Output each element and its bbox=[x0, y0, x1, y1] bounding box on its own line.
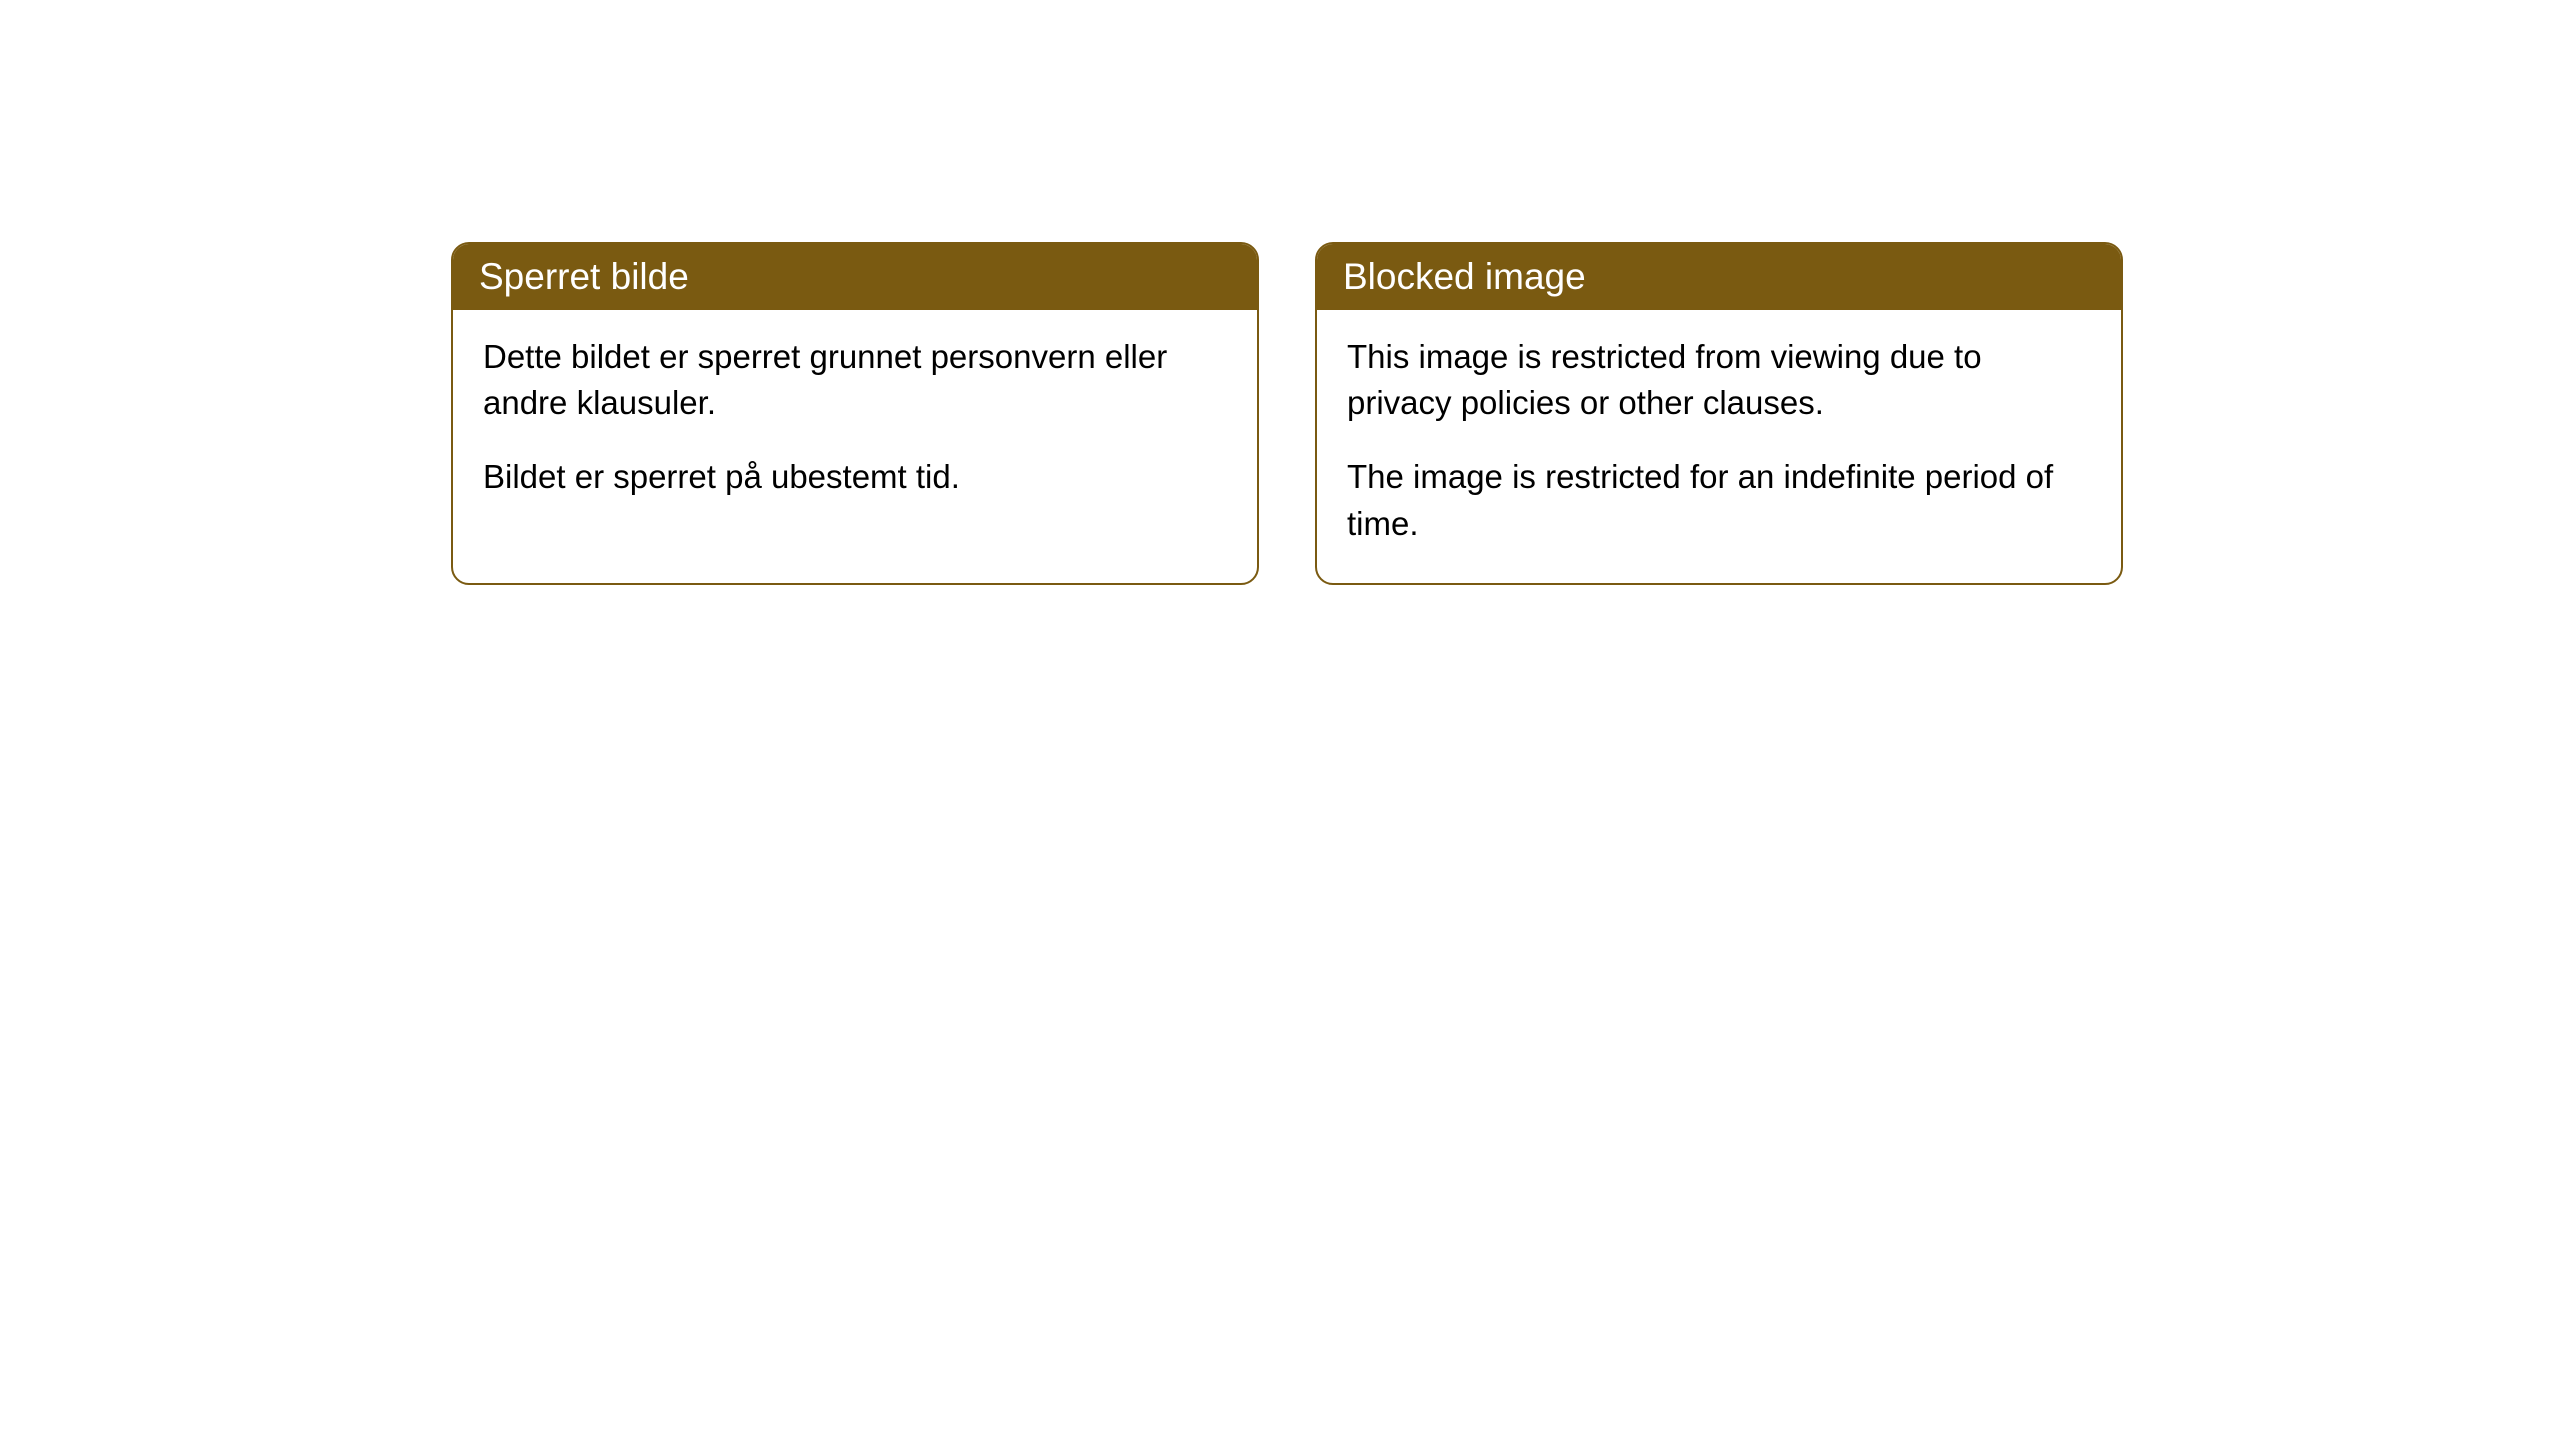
card-header-no: Sperret bilde bbox=[453, 244, 1257, 310]
card-title-en: Blocked image bbox=[1343, 256, 1586, 297]
card-paragraph-2-no: Bildet er sperret på ubestemt tid. bbox=[483, 454, 1227, 500]
blocked-image-card-no: Sperret bilde Dette bildet er sperret gr… bbox=[451, 242, 1259, 585]
card-body-en: This image is restricted from viewing du… bbox=[1317, 310, 2121, 583]
card-paragraph-2-en: The image is restricted for an indefinit… bbox=[1347, 454, 2091, 546]
blocked-image-card-en: Blocked image This image is restricted f… bbox=[1315, 242, 2123, 585]
card-paragraph-1-en: This image is restricted from viewing du… bbox=[1347, 334, 2091, 426]
card-header-en: Blocked image bbox=[1317, 244, 2121, 310]
card-paragraph-1-no: Dette bildet er sperret grunnet personve… bbox=[483, 334, 1227, 426]
card-title-no: Sperret bilde bbox=[479, 256, 689, 297]
card-body-no: Dette bildet er sperret grunnet personve… bbox=[453, 310, 1257, 537]
notice-cards-container: Sperret bilde Dette bildet er sperret gr… bbox=[0, 0, 2560, 585]
